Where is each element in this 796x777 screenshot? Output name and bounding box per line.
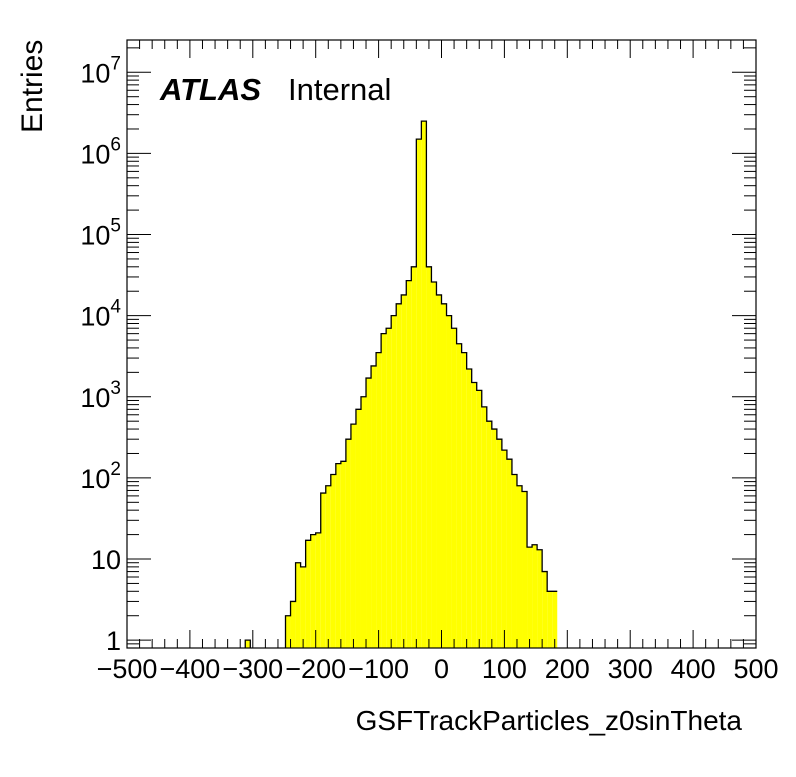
histogram-bin (542, 571, 548, 648)
histogram-bin (335, 463, 341, 648)
histogram-bin (345, 439, 351, 648)
x-tick-label: 100 (482, 654, 527, 684)
histogram-bin (376, 352, 382, 648)
histogram-bin (310, 534, 316, 648)
y-tick-exponent: 4 (110, 297, 121, 318)
histogram-bin (355, 409, 361, 648)
histogram-bin (340, 461, 346, 648)
histogram-bin (496, 439, 502, 648)
y-tick-label: 105 (80, 216, 121, 251)
y-tick-label: 103 (80, 378, 121, 413)
y-tick-label: 107 (80, 53, 121, 88)
histogram-bin (315, 532, 321, 648)
y-tick-label: 106 (80, 134, 121, 169)
x-tick-label: −500 (97, 654, 158, 684)
y-tick-exponent: 7 (110, 53, 121, 74)
histogram-bin (391, 315, 397, 648)
y-tick-exponent: 5 (110, 216, 121, 237)
histogram-bin (476, 390, 482, 648)
histogram-bin (501, 450, 507, 648)
histogram-bin (406, 280, 412, 648)
histogram-bin (325, 485, 331, 648)
y-tick-exponent: 6 (110, 134, 121, 155)
histogram-bin (451, 328, 457, 648)
histogram-bin (456, 343, 462, 648)
histogram-bin (366, 378, 372, 648)
histogram-bin (300, 566, 306, 648)
y-tick-label: 10 (91, 545, 121, 575)
y-tick-exponent: 2 (110, 459, 121, 480)
x-tick-label: 400 (671, 654, 716, 684)
histogram-bin (411, 266, 417, 648)
atlas-label: ATLAS (159, 72, 261, 107)
histogram-bin (491, 429, 497, 648)
histogram-bin (350, 424, 356, 648)
histogram-bin (446, 315, 452, 648)
histogram-outline (284, 120, 558, 648)
histogram-bin (466, 368, 472, 648)
y-tick-label: 102 (80, 459, 121, 494)
histogram-bin (421, 121, 427, 648)
histogram-bin (386, 328, 392, 648)
histogram-bin (436, 294, 442, 648)
histogram-bin (320, 493, 326, 648)
histogram-bin (245, 640, 251, 648)
histogram-bin (471, 382, 477, 648)
x-tick-label: −300 (222, 654, 283, 684)
histogram-bin (305, 540, 311, 648)
histogram-bin (285, 615, 291, 648)
histogram-bin (401, 294, 407, 648)
y-axis-label: Entries (16, 40, 49, 133)
x-tick-label: −100 (348, 654, 409, 684)
y-tick-exponent: 3 (110, 378, 121, 399)
histogram-bin (381, 333, 387, 648)
histogram-bin (431, 281, 437, 648)
histogram-bin (532, 544, 538, 648)
histogram-bin (441, 303, 447, 648)
histogram-bin (506, 459, 512, 648)
histogram-bin (330, 474, 336, 648)
histogram-bin (371, 365, 377, 648)
x-tick-label: 0 (434, 654, 449, 684)
histogram-bin (516, 485, 523, 648)
histogram-bin (481, 406, 487, 648)
x-tick-label: −400 (159, 654, 220, 684)
x-axis-label: GSFTrackParticles_z0sinTheta (356, 705, 743, 736)
histogram-bin (486, 421, 492, 648)
y-tick-label: 104 (80, 297, 121, 332)
histogram-bin (527, 547, 533, 648)
x-tick-label: 200 (545, 654, 590, 684)
internal-label: Internal (288, 72, 391, 107)
histogram-bin (426, 266, 432, 648)
histogram-bin (290, 601, 296, 648)
histogram-bin (396, 303, 402, 648)
histogram-bin (522, 491, 528, 648)
axes: −500 −400 −300 −200 −100 0 100 200 300 400 500 1 10 1… (80, 39, 779, 684)
x-tick-label: −200 (285, 654, 346, 684)
histogram-bin (511, 474, 517, 648)
histogram-bin (547, 591, 553, 648)
x-tick-label: 300 (608, 654, 653, 684)
x-tick-label: 500 (733, 654, 778, 684)
histogram-bin (416, 139, 422, 648)
histogram-outline-extra (244, 639, 251, 648)
histogram-bin (552, 591, 558, 648)
histogram-bin (537, 549, 543, 648)
y-tick-label: 1 (106, 626, 121, 656)
histogram-bin (461, 352, 467, 648)
histogram-bin (360, 396, 367, 648)
histogram-bars (244, 120, 558, 648)
histogram-bin (295, 562, 301, 648)
